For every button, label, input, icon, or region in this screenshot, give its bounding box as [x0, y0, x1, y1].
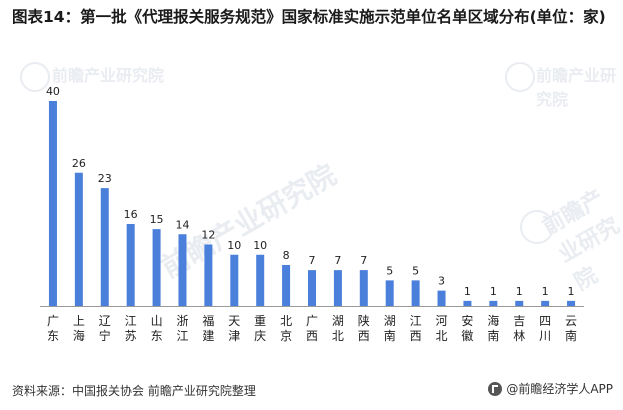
data-label: 26: [72, 157, 86, 170]
data-label: 16: [124, 208, 138, 221]
data-label: 1: [490, 285, 497, 298]
bar: [463, 300, 472, 306]
data-label: 8: [283, 249, 290, 262]
data-label: 40: [46, 85, 60, 98]
brand-text: @前瞻经济学人APP: [506, 382, 613, 396]
x-tick-label: 陕西: [358, 313, 370, 343]
bar: [48, 101, 57, 306]
data-label: 5: [412, 264, 419, 277]
bar: [541, 300, 550, 306]
x-tick-label: 安徽: [461, 313, 473, 343]
data-label: 10: [253, 239, 267, 252]
data-label: 1: [464, 285, 471, 298]
bar: [74, 172, 83, 306]
bar: [256, 254, 265, 306]
bar: [100, 188, 109, 306]
x-tick-label: 四川: [539, 314, 551, 343]
watermark-logo-icon: [20, 62, 50, 92]
watermark-logo-icon: [505, 62, 535, 92]
watermark-text: 前瞻产业研究院: [536, 66, 617, 109]
bar: [308, 270, 316, 306]
data-label: 23: [98, 172, 112, 185]
watermark-text: 前瞻产业研究院: [52, 66, 165, 85]
bar: [437, 290, 446, 306]
data-label: 14: [175, 218, 189, 231]
x-tick-label: 山东: [151, 314, 163, 343]
data-label: 12: [201, 229, 215, 242]
data-label: 3: [438, 275, 445, 288]
x-tick-label: 湖北: [332, 313, 344, 343]
x-tick-label: 广西: [306, 314, 318, 343]
x-tick-label: 吉林: [513, 314, 525, 343]
x-tick-label: 上海: [73, 314, 85, 343]
watermark-logo-icon: [520, 210, 554, 244]
x-tick-label: 天津: [228, 314, 240, 343]
bar: [126, 224, 135, 306]
bar: [230, 254, 239, 306]
brand-logo-icon: [488, 381, 503, 396]
x-tick-label: 福建: [202, 313, 214, 343]
data-label: 7: [334, 254, 341, 267]
bar: [204, 244, 213, 306]
bar: [333, 270, 342, 306]
x-tick-label: 浙江: [176, 314, 188, 343]
x-tick-label: 江西: [410, 314, 422, 343]
x-tick-label: 广东: [47, 314, 59, 343]
x-tick-label: 辽宁: [99, 314, 111, 343]
bar: [515, 300, 524, 306]
bar: [178, 234, 187, 306]
x-tick-label: 湖南: [384, 313, 396, 343]
data-label: 7: [309, 254, 316, 267]
x-tick-label: 云南: [565, 314, 577, 343]
source-note: 资料来源：中国报关协会 前瞻产业研究院整理: [12, 384, 256, 398]
x-tick-label: 北京: [280, 314, 292, 343]
bar: [282, 265, 291, 306]
x-tick-label: 河北: [436, 314, 448, 343]
x-tick-label: 重庆: [254, 314, 266, 343]
bar: [411, 280, 420, 306]
bar: [385, 280, 394, 306]
bar: [152, 229, 161, 306]
x-tick-label: 江苏: [125, 314, 137, 343]
data-label: 5: [386, 264, 393, 277]
bar: [567, 300, 576, 306]
data-label: 15: [150, 213, 164, 226]
x-tick-label: 海南: [487, 313, 499, 343]
bar: [489, 300, 498, 306]
data-label: 1: [542, 285, 549, 298]
data-label: 7: [360, 254, 367, 267]
data-label: 10: [227, 239, 241, 252]
data-label: 1: [568, 285, 575, 298]
brand-label: @前瞻经济学人APP: [488, 380, 613, 397]
data-label: 1: [516, 285, 523, 298]
bar: [359, 270, 368, 306]
chart-title: 图表14：第一批《代理报关服务规范》国家标准实施示范单位名单区域分布(单位：家): [12, 8, 606, 26]
